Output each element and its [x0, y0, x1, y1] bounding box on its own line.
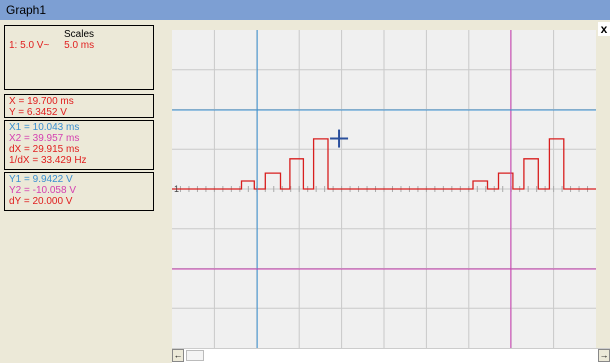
close-button[interactable]: x [598, 22, 610, 36]
oscilloscope-plot[interactable]: 1 [172, 30, 596, 348]
readout-y: Y = 6.3452 V [9, 107, 67, 118]
cursor-readout-box: X = 19.700 ms Y = 6.3452 V [4, 94, 154, 118]
scales-channel: 1: [9, 40, 18, 51]
scroll-left-arrow-icon[interactable]: ← [172, 349, 184, 362]
readout-x1: X1 = 10.043 ms [9, 122, 80, 133]
scroll-thumb[interactable] [186, 350, 204, 361]
crosshair-marker[interactable] [330, 129, 349, 148]
scales-row: 1: 5.0 V~ 5.0 ms [9, 40, 94, 51]
window-title: Graph1 [6, 3, 47, 17]
scales-header: Scales [63, 29, 94, 40]
readout-y1: Y1 = 9.9422 V [9, 174, 73, 185]
readout-panel: Scales 1: 5.0 V~ 5.0 ms X = 19.700 ms Y … [0, 20, 162, 362]
scroll-right-arrow-icon[interactable]: → [598, 349, 610, 362]
readout-x2: X2 = 39.957 ms [9, 133, 80, 144]
readout-inv-dx: 1/dX = 33.429 Hz [9, 155, 87, 166]
signal-trace [172, 138, 596, 190]
scales-volts: 5.0 V~ [20, 40, 50, 51]
trace-marker-label: 1 [174, 184, 179, 194]
scales-time: 5.0 ms [64, 40, 95, 51]
scales-box: Scales 1: 5.0 V~ 5.0 ms [4, 25, 154, 90]
readout-dy: dY = 20.000 V [9, 196, 73, 207]
x-cursors-box: X1 = 10.043 ms X2 = 39.957 ms dX = 29.91… [4, 120, 154, 170]
readout-dx: dX = 29.915 ms [9, 144, 80, 155]
readout-x: X = 19.700 ms [9, 96, 74, 107]
window-titlebar: Graph1 [0, 0, 610, 20]
horizontal-scrollbar[interactable]: ← → [172, 348, 610, 363]
y-cursors-box: Y1 = 9.9422 V Y2 = -10.058 V dY = 20.000… [4, 172, 154, 211]
readout-y2: Y2 = -10.058 V [9, 185, 76, 196]
